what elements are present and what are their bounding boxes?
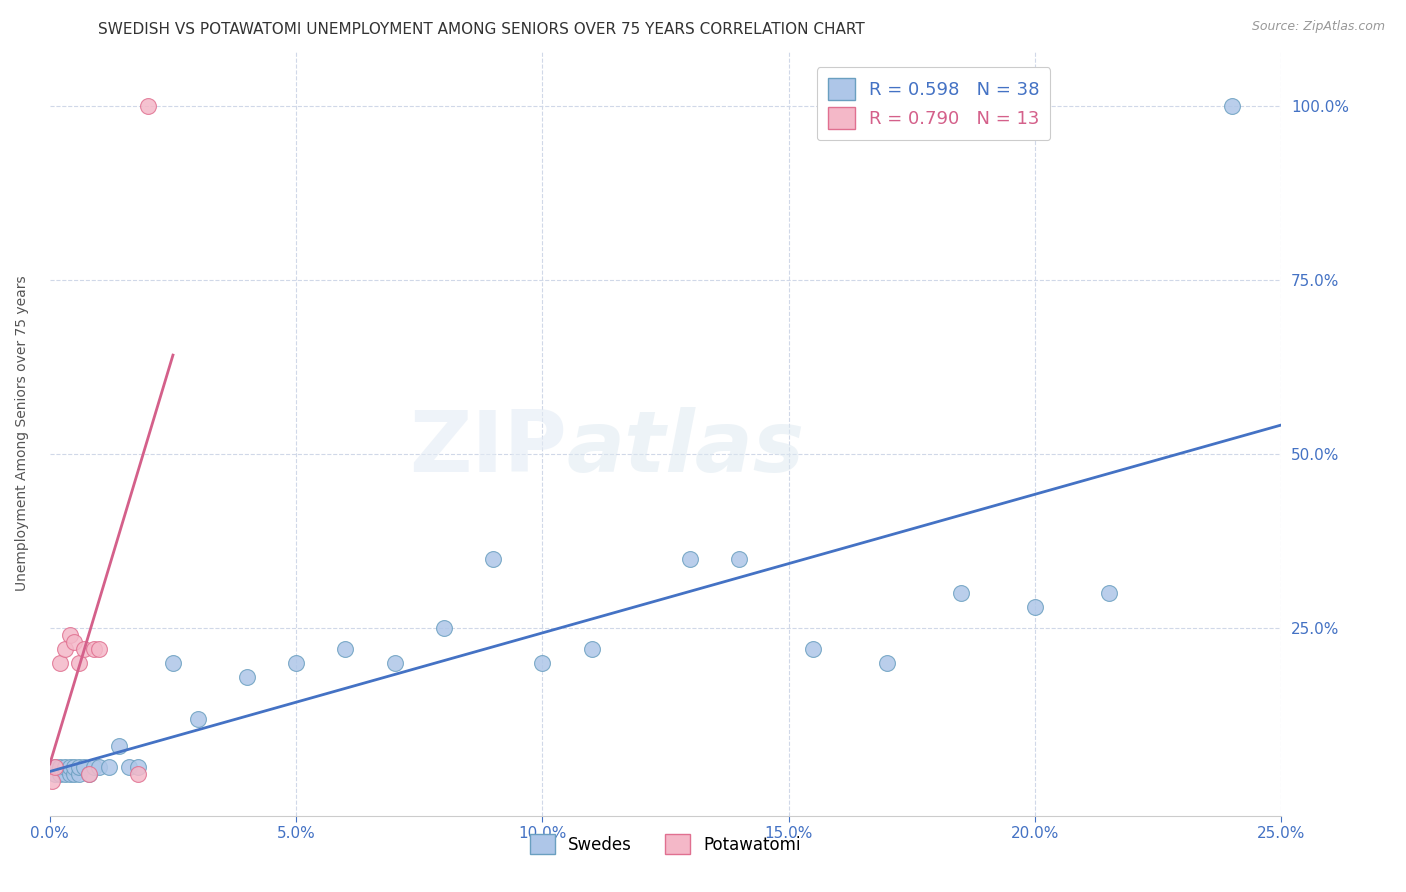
Point [876, 656, 898, 670]
Point [1220, 99, 1243, 113]
Point [433, 621, 456, 635]
Point [48, 656, 70, 670]
Point [48, 767, 70, 781]
Point [63, 760, 86, 774]
Point [77, 767, 100, 781]
Point [48, 760, 70, 774]
Point [679, 551, 702, 566]
Point [58, 760, 80, 774]
Y-axis label: Unemployment Among Seniors over 75 years: Unemployment Among Seniors over 75 years [15, 276, 30, 591]
Point [581, 642, 603, 657]
Point [97, 760, 120, 774]
Point [44, 760, 66, 774]
Point [127, 760, 149, 774]
Point [63, 635, 86, 649]
Point [117, 760, 139, 774]
Point [58, 628, 80, 642]
Point [77, 767, 100, 781]
Point [335, 642, 357, 657]
Point [1098, 586, 1121, 600]
Point [53, 767, 76, 781]
Point [58, 767, 80, 781]
Point [44, 767, 66, 781]
Point [728, 551, 751, 566]
Point [801, 642, 824, 657]
Text: ZIP: ZIP [409, 407, 567, 490]
Point [482, 551, 505, 566]
Point [236, 670, 259, 684]
Point [67, 760, 90, 774]
Point [83, 760, 105, 774]
Point [44, 760, 66, 774]
Point [41, 774, 63, 789]
Point [384, 656, 406, 670]
Text: Source: ZipAtlas.com: Source: ZipAtlas.com [1251, 20, 1385, 33]
Point [949, 586, 972, 600]
Point [531, 656, 554, 670]
Point [138, 99, 160, 113]
Point [83, 642, 105, 657]
Point [1024, 600, 1046, 615]
Point [73, 760, 96, 774]
Point [53, 642, 76, 657]
Text: SWEDISH VS POTAWATOMI UNEMPLOYMENT AMONG SENIORS OVER 75 YEARS CORRELATION CHART: SWEDISH VS POTAWATOMI UNEMPLOYMENT AMONG… [98, 22, 865, 37]
Legend: R = 0.598   N = 38, R = 0.790   N = 13: R = 0.598 N = 38, R = 0.790 N = 13 [817, 68, 1050, 140]
Point [87, 760, 110, 774]
Point [87, 642, 110, 657]
Point [53, 760, 76, 774]
Point [63, 767, 86, 781]
Point [187, 712, 209, 726]
Point [127, 767, 149, 781]
Point [285, 656, 308, 670]
Point [67, 656, 90, 670]
Point [73, 642, 96, 657]
Point [107, 739, 129, 754]
Point [67, 767, 90, 781]
Point [162, 656, 184, 670]
Text: atlas: atlas [567, 407, 806, 490]
